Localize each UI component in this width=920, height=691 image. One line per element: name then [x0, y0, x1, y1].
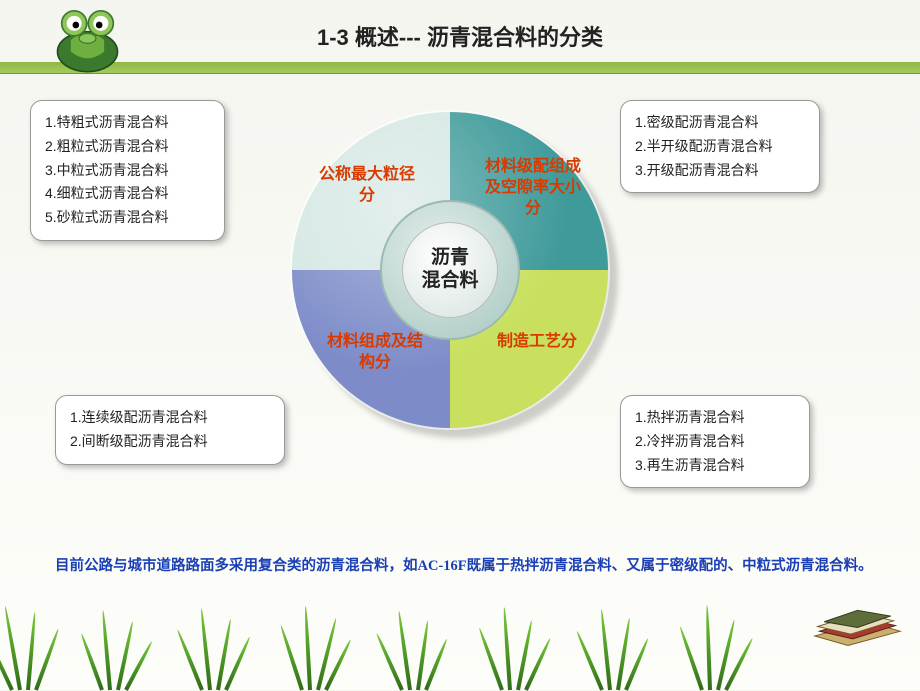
- center-line1: 沥青: [431, 247, 469, 268]
- books-icon: [810, 582, 905, 652]
- callout-bottom-right: 1.热拌沥青混合料 2.冷拌沥青混合料 3.再生沥青混合料: [620, 395, 810, 488]
- quad-label-tl: 公称最大粒径分: [312, 165, 422, 207]
- quad-label-bl: 材料组成及结构分: [320, 332, 430, 374]
- callout-item: 3.中粒式沥青混合料: [45, 159, 210, 183]
- quad-label-tr: 材料级配组成及空隙率大小分: [478, 157, 588, 219]
- callout-item: 3.再生沥青混合料: [635, 454, 795, 478]
- callout-item: 1.热拌沥青混合料: [635, 406, 795, 430]
- callout-top-left: 1.特粗式沥青混合料 2.粗粒式沥青混合料 3.中粒式沥青混合料 4.细粒式沥青…: [30, 100, 225, 241]
- classification-diagram: 沥青 混合料 公称最大粒径分 材料级配组成及空隙率大小分 材料组成及结构分 制造…: [290, 110, 610, 430]
- callout-item: 2.冷拌沥青混合料: [635, 430, 795, 454]
- callout-item: 5.砂粒式沥青混合料: [45, 206, 210, 230]
- callout-item: 1.连续级配沥青混合料: [70, 406, 270, 430]
- footer-note: 目前公路与城市道路路面多采用复合类的沥青混合料，如AC-16F既属于热拌沥青混合…: [55, 555, 875, 578]
- header-divider: [0, 62, 920, 74]
- callout-top-right: 1.密级配沥青混合料 2.半开级配沥青混合料 3.开级配沥青混合料: [620, 100, 820, 193]
- callout-bottom-left: 1.连续级配沥青混合料 2.间断级配沥青混合料: [55, 395, 285, 465]
- callout-item: 4.细粒式沥青混合料: [45, 182, 210, 206]
- callout-item: 1.特粗式沥青混合料: [45, 111, 210, 135]
- callout-item: 1.密级配沥青混合料: [635, 111, 805, 135]
- page-title: 1-3 概述--- 沥青混合料的分类: [0, 0, 920, 52]
- callout-item: 2.间断级配沥青混合料: [70, 430, 270, 454]
- callout-item: 2.半开级配沥青混合料: [635, 135, 805, 159]
- center-label: 沥青 混合料: [402, 222, 498, 318]
- callout-item: 3.开级配沥青混合料: [635, 159, 805, 183]
- callout-item: 2.粗粒式沥青混合料: [45, 135, 210, 159]
- center-line2: 混合料: [421, 270, 478, 291]
- turtle-icon: [45, 0, 130, 75]
- quad-label-br: 制造工艺分: [482, 332, 592, 353]
